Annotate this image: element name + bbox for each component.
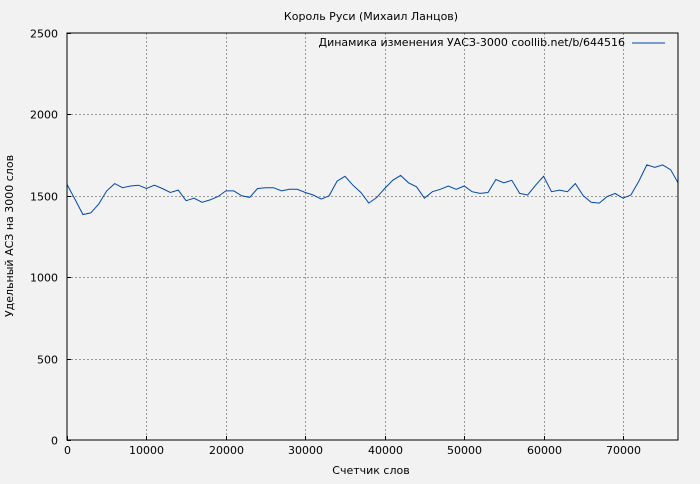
y-tick-label: 1000 [30,272,58,285]
legend-label: Динамика изменения УАСЗ-3000 coollib.net… [319,36,626,49]
y-tick-label: 2000 [30,109,58,122]
y-tick-label: 2500 [30,28,58,41]
x-tick-label: 60000 [527,444,562,457]
x-tick-label: 50000 [447,444,482,457]
x-axis-label: Счетчик слов [332,464,409,477]
plot-frame [66,32,679,441]
grid [67,33,678,440]
y-axis-label: Удельный АСЗ на 3000 слов [3,155,16,317]
y-tick-label: 1500 [30,191,58,204]
x-tick-label: 10000 [129,444,164,457]
axis-ticks: 0 10000 20000 30000 40000 50000 60000 70000 0 500… [30,28,641,458]
series-lines [66,164,679,216]
y-tick-label: 500 [37,354,58,367]
x-tick-label: 30000 [288,444,323,457]
legend: Динамика изменения УАСЗ-3000 coollib.net… [319,36,665,49]
x-tick-label: 20000 [209,444,244,457]
x-tick-label: 40000 [368,444,403,457]
y-tick-label: 0 [51,435,58,448]
series-line [66,164,679,216]
x-tick-label: 0 [64,444,71,457]
chart-title: Король Руси (Михаил Ланцов) [284,10,458,23]
x-tick-label: 70000 [606,444,641,457]
